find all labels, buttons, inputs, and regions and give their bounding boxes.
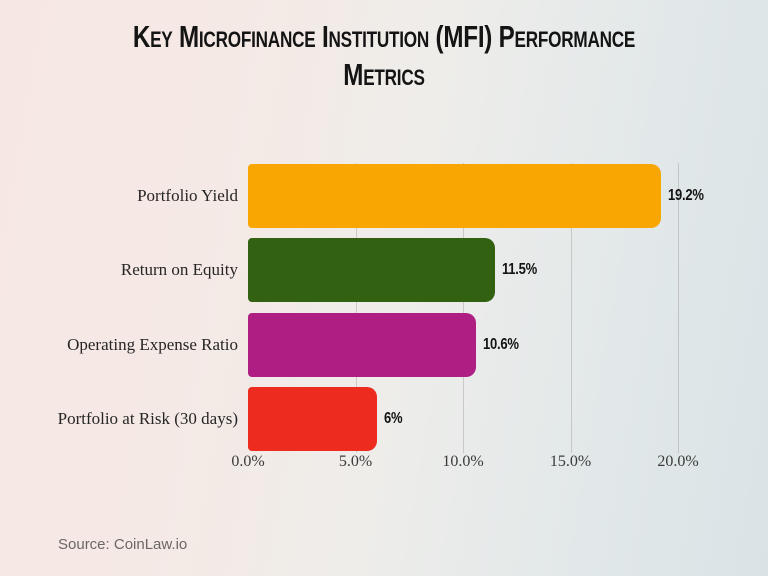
gridline [463, 163, 464, 453]
value-label: 6% [384, 409, 403, 427]
category-label: Return on Equity [120, 260, 238, 280]
category-label: Operating Expense Ratio [67, 334, 238, 354]
bar [248, 312, 476, 377]
gridline [355, 163, 357, 453]
value-label: 19.2% [667, 187, 704, 204]
bar-row: Portfolio at Risk (30 days) 6% [0, 386, 768, 451]
bar [248, 238, 496, 303]
x-tick-label: 15.0% [549, 453, 592, 470]
category-label: Portfolio at Risk (30 days) [57, 408, 238, 428]
bar [248, 386, 377, 451]
value-label: 11.5% [502, 261, 538, 279]
bar-row: Return on Equity 11.5% [0, 238, 768, 303]
gridline [570, 163, 572, 453]
chart-title-line1: Key Microfinance Institution (MFI) Perfo… [132, 19, 636, 54]
gridline [678, 163, 679, 453]
chart-title: Key Microfinance Institution (MFI) Perfo… [0, 18, 768, 94]
source-caption: Source: CoinLaw.io [58, 536, 188, 553]
bar-row: Portfolio Yield 19.2% [0, 164, 768, 228]
x-tick-label: 0.0% [231, 453, 265, 470]
bar-row: Operating Expense Ratio 10.6% [0, 312, 768, 377]
x-tick-label: 5.0% [338, 453, 373, 470]
value-label: 10.6% [482, 335, 519, 353]
chart-title-line2: Metrics [343, 57, 425, 92]
x-tick-label: 10.0% [442, 453, 484, 470]
x-tick-label: 20.0% [657, 453, 699, 470]
bar [248, 164, 661, 228]
category-label: Portfolio Yield [137, 186, 238, 205]
